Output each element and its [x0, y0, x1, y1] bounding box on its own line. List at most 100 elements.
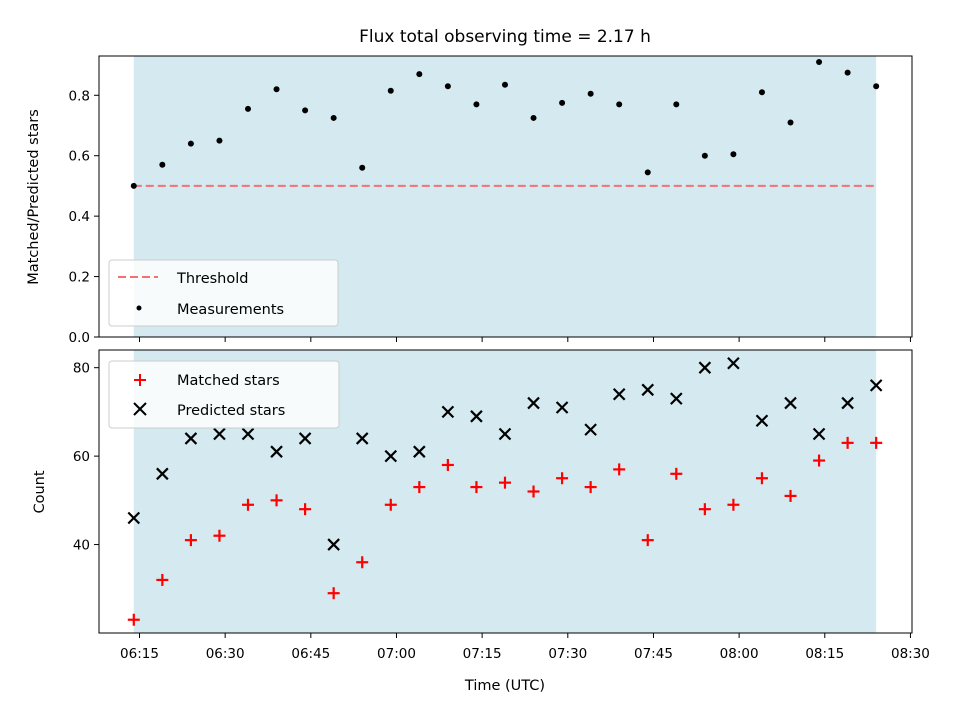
matched-star-point [384, 498, 397, 511]
matched-star-point [841, 436, 854, 449]
predicted-star-point [156, 467, 169, 481]
predicted-star-point [755, 414, 769, 428]
measurement-point [273, 86, 280, 93]
matched-star-point [727, 498, 740, 511]
matched-star-point [270, 494, 283, 507]
legend-predicted-swatch [133, 402, 147, 416]
x-axis-label: Time (UTC) [464, 678, 545, 694]
x-tick-label: 06:30 [206, 646, 245, 662]
predicted-star-point [413, 445, 426, 458]
ratio-y-axis-label: Matched/Predicted stars [26, 109, 42, 285]
predicted-star-point [327, 538, 340, 551]
predicted-star-point [298, 432, 312, 445]
matched-star-point [670, 467, 683, 480]
x-tick-label: 07:15 [463, 646, 502, 662]
matched-star-point [755, 472, 768, 485]
legend-predicted-label: Predicted stars [177, 403, 285, 419]
matched-star-point [584, 481, 597, 494]
matched-star-point [242, 498, 255, 511]
predicted-star-point [869, 379, 883, 392]
x-tick-label: 07:00 [377, 646, 416, 662]
matched-star-point [556, 472, 569, 485]
legend-threshold-label: Threshold [176, 271, 248, 287]
measurement-point [616, 101, 623, 108]
matched-star-point [813, 454, 826, 467]
legend-matched-label: Matched stars [177, 373, 280, 389]
measurement-point [187, 140, 194, 147]
measurement-point [159, 161, 166, 168]
matched-star-point [156, 573, 169, 586]
x-tick-label: 06:15 [120, 646, 159, 662]
legend-measurements-label: Measurements [177, 302, 284, 318]
predicted-star-point [784, 396, 797, 410]
matched-star-point [413, 481, 426, 494]
predicted-star-point [612, 387, 626, 401]
predicted-star-point [727, 356, 740, 370]
predicted-star-point [127, 511, 141, 525]
measurement-point [444, 83, 451, 90]
matched-star-point [441, 458, 454, 471]
y-tick-label: 0.2 [69, 270, 90, 286]
predicted-star-point [270, 445, 283, 458]
predicted-star-point [213, 427, 226, 441]
x-tick-label: 08:00 [720, 646, 759, 662]
x-tick-label: 08:30 [891, 646, 930, 662]
measurement-point [587, 90, 594, 97]
measurement-point [387, 87, 394, 94]
matched-star-point [356, 556, 369, 569]
predicted-star-point [355, 432, 369, 445]
measurement-point [701, 152, 708, 159]
count-y-axis-label: Count [32, 470, 48, 513]
measurement-point [730, 151, 737, 158]
matched-star-point [299, 503, 312, 516]
predicted-star-point [812, 427, 826, 441]
ratio-panel: Flux total observing time = 2.17 h 0.0 0.… [26, 27, 913, 346]
x-tick-label: 07:45 [634, 646, 673, 662]
legend-matched-swatch [134, 374, 146, 386]
matched-star-point [784, 489, 797, 502]
measurement-point [302, 107, 309, 114]
predicted-star-point [698, 361, 712, 374]
matched-star-point [698, 503, 711, 516]
y-tick-label: 0.6 [69, 149, 90, 165]
measurement-point [473, 101, 480, 108]
measurement-point [530, 114, 537, 121]
x-tick-label: 07:30 [548, 646, 587, 662]
measurement-point [644, 169, 651, 176]
matched-star-point [870, 436, 883, 449]
predicted-star-point [641, 383, 655, 397]
measurement-point [559, 99, 566, 106]
measurement-point [873, 83, 880, 90]
matched-star-point [184, 534, 197, 547]
count-plot-frame [98, 349, 913, 634]
measurement-point [501, 81, 508, 88]
predicted-star-point [498, 427, 512, 441]
y-tick-label: 0.4 [69, 209, 90, 225]
measurement-point [130, 182, 137, 189]
predicted-star-point [841, 396, 854, 410]
predicted-star-point [555, 401, 569, 414]
matched-star-point [327, 587, 340, 600]
measurement-point [216, 137, 223, 144]
x-tick-label: 06:45 [291, 646, 330, 662]
measurement-point [844, 69, 851, 76]
measurement-point [673, 101, 680, 108]
y-tick-label: 0.0 [69, 330, 90, 346]
y-tick-label: 60 [73, 449, 90, 465]
y-tick-label: 0.8 [69, 88, 90, 104]
matched-star-point [127, 613, 140, 626]
matched-star-point [213, 529, 226, 542]
y-tick-label: 80 [73, 361, 90, 377]
x-tick-label: 08:15 [805, 646, 844, 662]
matched-star-point [527, 485, 540, 498]
matched-star-point [641, 534, 654, 547]
measurement-point [359, 164, 366, 171]
predicted-star-point [384, 449, 398, 463]
measurement-point [758, 89, 765, 96]
predicted-star-point [441, 405, 455, 419]
predicted-star-point [670, 392, 683, 405]
legend-measurements-swatch [136, 305, 142, 311]
predicted-star-point [470, 410, 483, 423]
measurement-point [816, 59, 823, 66]
